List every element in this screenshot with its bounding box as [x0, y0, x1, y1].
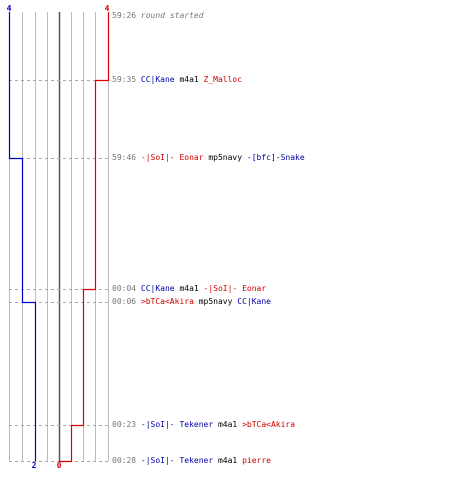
log-timestamp: 00:28 — [112, 456, 141, 465]
log-row: 59:35 CC|Kane m4a1 Z_Malloc — [112, 75, 242, 85]
log-weapon: m4a1 — [213, 420, 243, 429]
log-weapon: m4a1 — [213, 456, 243, 465]
blue-team-alive-line — [8, 12, 37, 462]
log-row: 00:04 CC|Kane m4a1 -|SoI|- Eonar — [112, 284, 266, 294]
log-timestamp: 59:26 — [112, 11, 141, 20]
blue-start-count: 4 — [7, 4, 12, 13]
log-weapon: m4a1 — [174, 75, 204, 84]
log-player-name: CC|Kane — [140, 284, 175, 293]
blue-end-count: 2 — [32, 461, 37, 470]
log-player-name: -|SoI|- Tekener — [140, 456, 214, 465]
log-player-name: -[bfc]-Snake — [246, 153, 305, 162]
log-timestamp: 00:04 — [112, 284, 141, 293]
log-player-name: >bTCa<Akira — [140, 297, 194, 306]
log-weapon: mp5navy — [193, 297, 238, 306]
red-team-alive-line — [58, 12, 110, 463]
log-row: 00:23 -|SoI|- Tekener m4a1 >bTCa<Akira — [112, 420, 295, 430]
log-timestamp: 59:46 — [112, 153, 141, 162]
log-timestamp: 00:23 — [112, 420, 141, 429]
log-row: 00:06 >bTCa<Akira mp5navy CC|Kane — [112, 297, 271, 307]
log-player-name: CC|Kane — [140, 75, 175, 84]
log-player-name: Z_Malloc — [203, 75, 243, 84]
log-timestamp: 00:06 — [112, 297, 141, 306]
log-weapon: mp5navy — [203, 153, 247, 162]
log-player-name: -|SoI|- Eonar — [203, 284, 267, 293]
log-timestamp: 59:35 — [112, 75, 141, 84]
log-row: 00:28 -|SoI|- Tekener m4a1 pierre — [112, 456, 271, 466]
red-end-count: 0 — [57, 461, 62, 470]
log-player-name: pierre — [242, 456, 271, 465]
log-row: 59:26 round started — [112, 11, 204, 21]
log-weapon: m4a1 — [174, 284, 204, 293]
log-player-name: -|SoI|- Eonar — [140, 153, 204, 162]
log-player-name: >bTCa<Akira — [242, 420, 296, 429]
log-message: round started — [140, 11, 204, 20]
log-row: 59:46 -|SoI|- Eonar mp5navy -[bfc]-Snake — [112, 153, 305, 163]
log-player-name: CC|Kane — [237, 297, 271, 306]
log-player-name: -|SoI|- Tekener — [140, 420, 214, 429]
red-start-count: 4 — [105, 4, 110, 13]
